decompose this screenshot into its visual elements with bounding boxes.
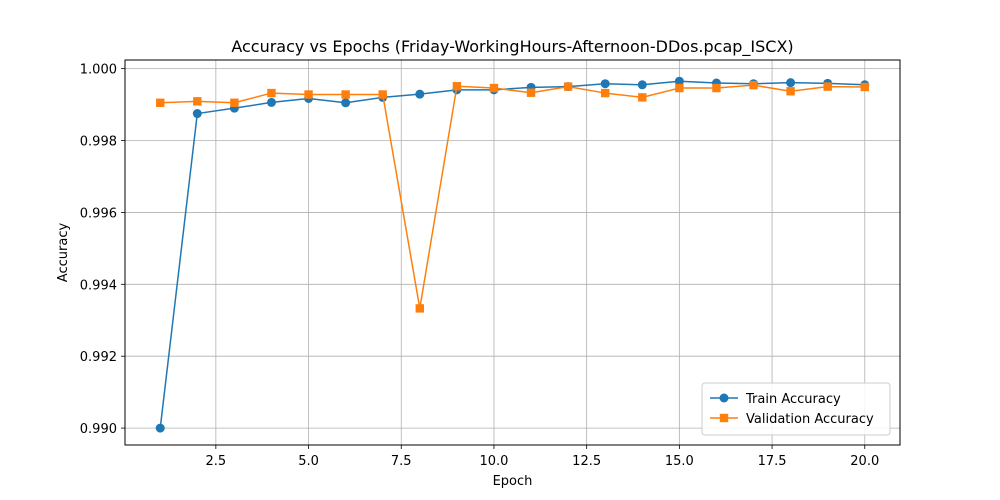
legend-item-train-accuracy: Train Accuracy — [710, 392, 841, 407]
validation-accuracy-series — [156, 80, 869, 313]
axis-ticks: 2.5 5.0 7.5 10.0 12.5 15.0 17.5 20.0 0.990 0.992 0… — [80, 63, 879, 469]
x-tick-label: 15.0 — [665, 454, 694, 469]
plot-series — [155, 76, 870, 433]
chart-title: Accuracy vs Epochs (Friday-WorkingHours-… — [231, 37, 793, 57]
x-axis-label: Epoch — [493, 474, 533, 489]
plot-frame — [124, 59, 901, 446]
legend-box — [701, 382, 891, 436]
train-accuracy-point — [786, 78, 796, 88]
validation-accuracy-point — [489, 83, 499, 93]
x-tick-label: 5.0 — [298, 454, 319, 469]
train-accuracy-point — [637, 80, 647, 90]
validation-accuracy-point — [860, 82, 869, 92]
train-accuracy-point — [266, 97, 276, 107]
validation-accuracy-point — [267, 88, 276, 98]
y-tick-label: 0.996 — [80, 206, 117, 221]
validation-accuracy-point — [638, 93, 647, 102]
validation-accuracy-point — [749, 80, 758, 90]
x-tick-label: 12.5 — [572, 454, 601, 469]
train-accuracy-line — [159, 80, 865, 429]
legend-marker — [719, 393, 729, 403]
validation-accuracy-point — [378, 90, 387, 99]
legend-label: Validation Accuracy — [746, 412, 874, 427]
validation-accuracy-point — [415, 304, 424, 313]
train-accuracy-series — [155, 76, 870, 433]
y-tick-label: 0.994 — [80, 278, 117, 293]
train-accuracy-point — [674, 76, 684, 86]
x-tick-label: 20.0 — [850, 454, 879, 469]
validation-accuracy-point — [156, 98, 165, 107]
train-accuracy-point — [600, 79, 610, 89]
validation-accuracy-point — [341, 90, 350, 99]
grid-lines — [125, 60, 900, 445]
validation-accuracy-point — [563, 82, 573, 91]
train-accuracy-point — [415, 89, 425, 99]
validation-accuracy-point — [601, 88, 610, 98]
validation-accuracy-point — [786, 87, 795, 96]
validation-accuracy-point — [452, 82, 462, 91]
legend-marker — [719, 413, 729, 423]
x-tick-label: 2.5 — [206, 454, 227, 469]
y-tick-label: 0.998 — [80, 135, 117, 150]
x-tick-label: 7.5 — [391, 454, 412, 469]
validation-accuracy-point — [526, 88, 536, 97]
y-tick-label: 0.990 — [80, 422, 117, 437]
y-axis-label: Accuracy — [56, 223, 71, 283]
validation-accuracy-point — [230, 98, 239, 107]
legend: Train Accuracy Validation Accuracy — [701, 382, 891, 436]
legend-item-validation-accuracy: Validation Accuracy — [710, 412, 874, 427]
x-tick-label: 17.5 — [758, 454, 787, 469]
train-accuracy-point — [192, 109, 202, 119]
train-accuracy-point — [341, 98, 351, 108]
y-tick-label: 0.992 — [80, 350, 117, 365]
validation-accuracy-point — [304, 90, 313, 99]
train-accuracy-point — [155, 423, 165, 433]
validation-accuracy-point — [712, 83, 721, 93]
legend-label: Train Accuracy — [745, 392, 841, 407]
y-tick-label: 1.000 — [80, 63, 117, 78]
validation-accuracy-line — [160, 84, 865, 310]
validation-accuracy-point — [675, 83, 684, 93]
x-tick-label: 10.0 — [479, 454, 508, 469]
validation-accuracy-point — [193, 97, 202, 106]
validation-accuracy-point — [823, 82, 832, 91]
